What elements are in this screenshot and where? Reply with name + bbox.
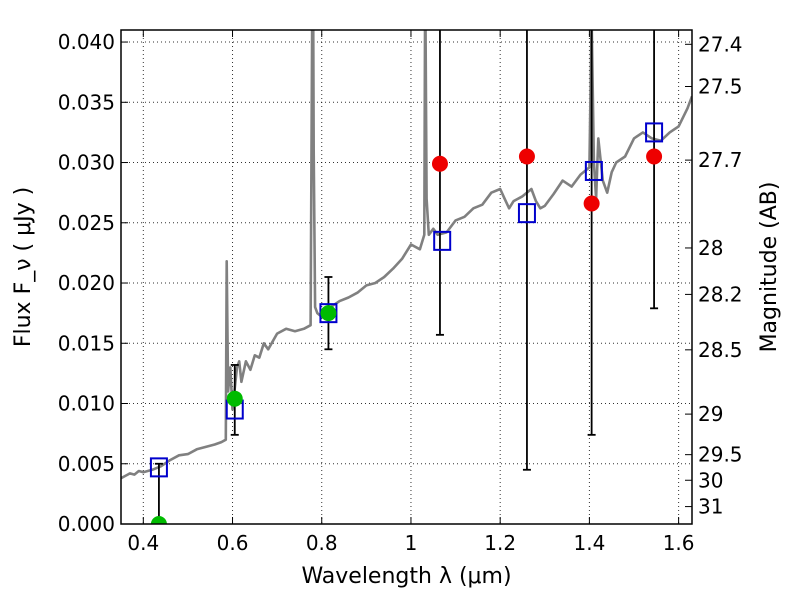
x-tick-label: 0.6 (217, 531, 249, 555)
y-tick-label: 0.015 (58, 331, 115, 355)
marker-layer (149, 30, 664, 524)
y-tick-label: 0.000 (58, 512, 115, 536)
mag-tick-label: 31 (698, 495, 723, 519)
detection-point (226, 390, 243, 407)
grid (121, 30, 692, 524)
detection-point (150, 516, 167, 524)
y-tick-label: 0.025 (58, 211, 115, 235)
x-tick-label: 0.8 (306, 531, 338, 555)
mag-tick-label: 27.7 (698, 148, 743, 172)
mag-tick-label: 28.2 (698, 282, 743, 306)
mag-tick-label: 27.4 (698, 32, 743, 56)
y-tick-label: 0.030 (58, 151, 115, 175)
x-tick-label: 1 (405, 531, 418, 555)
flux-point (431, 155, 448, 172)
plot-frame (120, 29, 693, 525)
x-tick-label: 0.4 (127, 531, 159, 555)
model-band-square (149, 457, 168, 478)
model-band-square (517, 203, 536, 224)
tick-layer: 0.4 0.6 0.8 1 1.2 1.4 1.6 0.000 0.005 0.010 0.015 0… (58, 30, 743, 555)
model-band-square (433, 230, 452, 251)
x-tick-label: 1.2 (484, 531, 516, 555)
x-axis-label: Wavelength λ (μm) (301, 564, 511, 589)
model-band-square (645, 122, 664, 143)
right-axis-label: Magnitude (AB) (757, 182, 782, 353)
spectrum-line (121, 30, 692, 480)
y-tick-label: 0.010 (58, 392, 115, 416)
mag-tick-label: 29.5 (698, 443, 743, 467)
y-tick-label: 0.020 (58, 271, 115, 295)
flux-point (646, 148, 663, 165)
y-tick-label: 0.005 (58, 452, 115, 476)
mag-tick-label: 28 (698, 236, 723, 260)
x-tick-label: 1.6 (663, 531, 695, 555)
y-axis-label: Flux F_ν ( μJy ) (11, 187, 36, 347)
mag-tick-label: 28.5 (698, 338, 743, 362)
spectrum-layer (121, 30, 692, 480)
mag-tick-label: 27.5 (698, 75, 743, 99)
y-tick-label: 0.035 (58, 90, 115, 114)
mag-tick-label: 29 (698, 402, 723, 426)
model-band-square (584, 160, 603, 181)
flux-point (583, 195, 600, 212)
y-tick-label: 0.040 (58, 30, 115, 54)
mag-tick-label: 30 (698, 468, 723, 492)
flux-point (518, 148, 535, 165)
detection-point (320, 305, 337, 322)
x-tick-label: 1.4 (573, 531, 605, 555)
